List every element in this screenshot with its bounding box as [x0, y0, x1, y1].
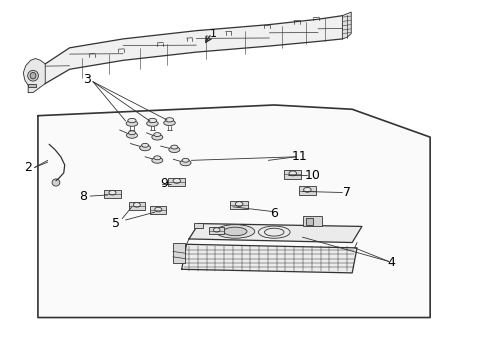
Ellipse shape	[148, 118, 157, 123]
Ellipse shape	[173, 179, 180, 183]
Bar	[194, 222, 202, 228]
Bar	[129, 202, 145, 210]
Text: 2: 2	[24, 161, 32, 174]
Ellipse shape	[216, 225, 255, 238]
Ellipse shape	[126, 132, 138, 138]
Ellipse shape	[152, 157, 163, 163]
Text: 10: 10	[304, 169, 320, 182]
Ellipse shape	[30, 72, 36, 79]
Ellipse shape	[126, 121, 138, 126]
Ellipse shape	[109, 190, 116, 195]
Text: 6: 6	[270, 207, 278, 220]
Ellipse shape	[142, 143, 148, 147]
Ellipse shape	[154, 156, 161, 160]
Ellipse shape	[180, 160, 191, 166]
Polygon shape	[189, 224, 362, 243]
Ellipse shape	[154, 132, 161, 136]
Ellipse shape	[235, 202, 243, 207]
Bar	[303, 216, 322, 226]
Ellipse shape	[169, 147, 180, 153]
Bar	[306, 218, 313, 225]
Polygon shape	[182, 244, 357, 273]
Text: 3: 3	[83, 73, 91, 86]
Ellipse shape	[171, 145, 178, 149]
Polygon shape	[24, 59, 45, 93]
Ellipse shape	[147, 121, 158, 126]
Bar	[168, 177, 186, 186]
Ellipse shape	[165, 118, 173, 122]
Ellipse shape	[289, 171, 296, 176]
Polygon shape	[38, 105, 430, 318]
Bar	[28, 84, 36, 87]
Ellipse shape	[128, 118, 136, 123]
Text: 8: 8	[79, 190, 87, 203]
Bar	[104, 190, 121, 198]
Polygon shape	[343, 12, 351, 39]
Bar	[299, 186, 316, 195]
Ellipse shape	[223, 227, 247, 236]
Ellipse shape	[214, 228, 220, 232]
Ellipse shape	[28, 70, 38, 81]
Bar	[284, 170, 301, 179]
Text: 7: 7	[343, 186, 351, 199]
Text: 11: 11	[292, 150, 307, 163]
Ellipse shape	[140, 145, 150, 151]
Text: 5: 5	[112, 217, 120, 230]
Bar	[209, 227, 224, 234]
Ellipse shape	[155, 207, 162, 212]
Text: 4: 4	[387, 256, 395, 269]
Ellipse shape	[128, 131, 135, 135]
Bar	[173, 243, 185, 263]
Bar	[230, 201, 248, 209]
Ellipse shape	[133, 203, 140, 207]
Ellipse shape	[304, 187, 311, 192]
Ellipse shape	[164, 120, 175, 126]
Ellipse shape	[152, 134, 163, 140]
Bar	[150, 206, 167, 214]
Ellipse shape	[182, 158, 189, 162]
Text: 9: 9	[161, 177, 169, 190]
Text: 1: 1	[210, 29, 217, 39]
Ellipse shape	[52, 179, 60, 186]
Polygon shape	[45, 16, 343, 84]
